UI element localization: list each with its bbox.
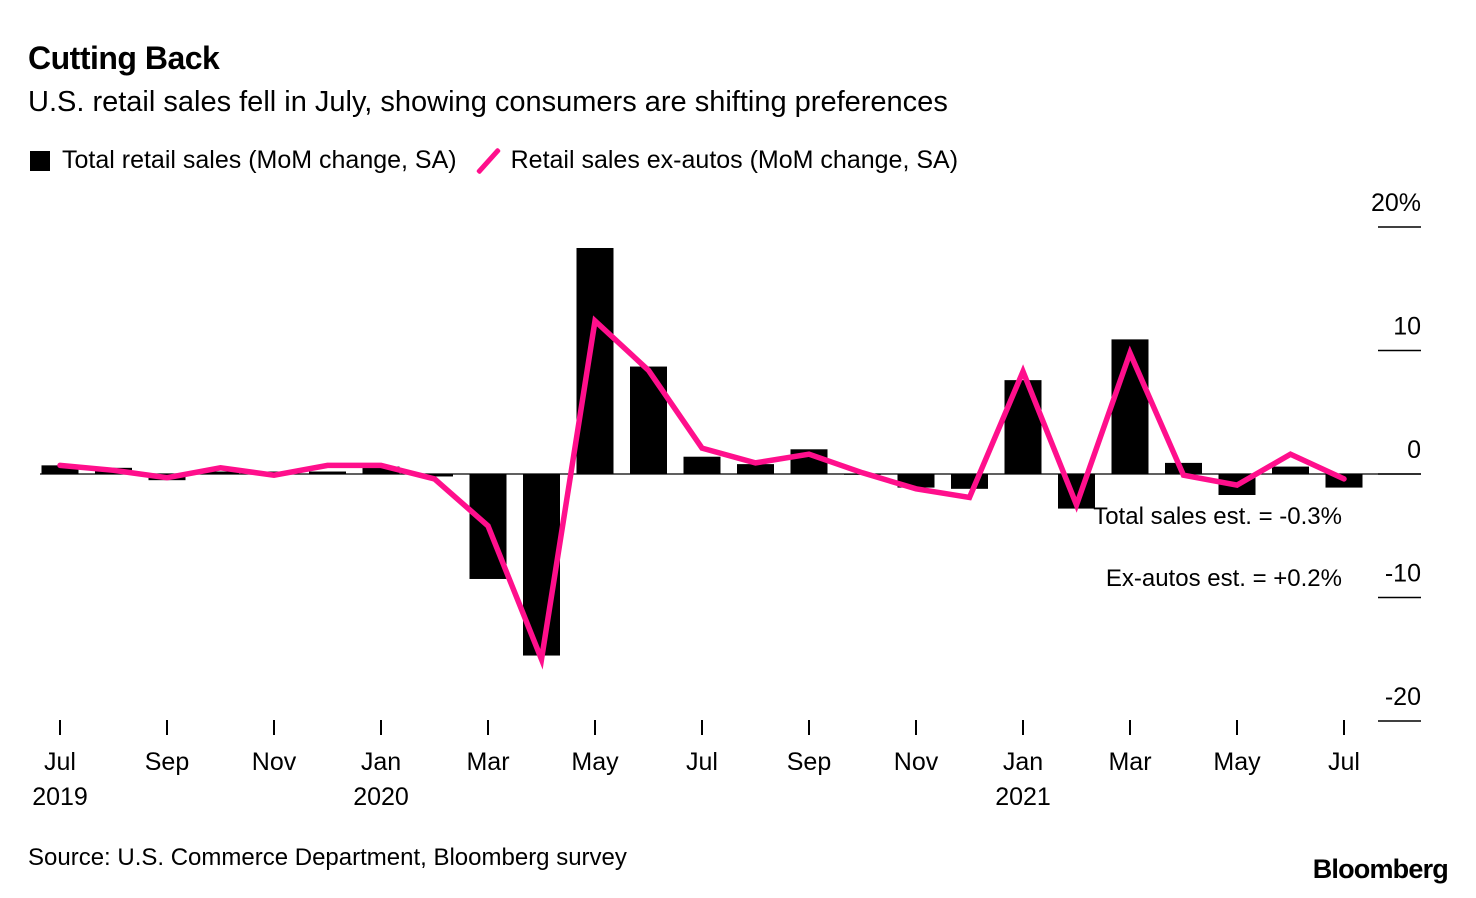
x-tick-label-12: Jul xyxy=(1328,748,1360,776)
x-tick-year-9: 2021 xyxy=(995,783,1051,811)
x-tick-label-2: Nov xyxy=(252,748,297,776)
bar-20 xyxy=(1111,339,1149,474)
annotation-ex-autos-est: Ex-autos est. = +0.2% xyxy=(1106,565,1342,592)
bar-13 xyxy=(737,464,774,474)
y-tick-label-4: -20 xyxy=(1385,683,1421,711)
bar-3 xyxy=(202,471,239,474)
chart-subtitle: U.S. retail sales fell in July, showing … xyxy=(28,86,948,118)
x-tick-label-4: Mar xyxy=(466,748,509,776)
x-tick-label-9: Jan xyxy=(1003,748,1043,776)
bar-11 xyxy=(630,366,667,474)
x-tick-label-10: Mar xyxy=(1108,748,1151,776)
bar-7 xyxy=(416,474,453,477)
x-tick-year-0: 2019 xyxy=(32,783,88,811)
x-tick-label-0: Jul xyxy=(44,748,76,776)
ex-autos-line xyxy=(57,315,1347,670)
bar-5 xyxy=(309,471,346,474)
bloomberg-logo: Bloomberg xyxy=(1312,854,1449,884)
bar-23 xyxy=(1272,466,1309,474)
x-tick-label-7: Sep xyxy=(787,748,831,776)
y-tick-label-3: -10 xyxy=(1385,560,1421,588)
bar-12 xyxy=(683,456,721,474)
bar-6 xyxy=(362,466,400,474)
y-tick-label-0: 20% xyxy=(1371,189,1421,217)
legend-label-ex-autos: Retail sales ex-autos (MoM change, SA) xyxy=(510,146,959,174)
annotation-total-est: Total sales est. = -0.3% xyxy=(1093,503,1342,530)
x-tick-label-8: Nov xyxy=(894,748,939,776)
legend: Total retail sales (MoM change, SA) Reta… xyxy=(30,146,958,175)
x-tick-label-11: May xyxy=(1213,748,1261,776)
x-tick-year-3: 2020 xyxy=(353,783,409,811)
bar-17 xyxy=(951,474,988,489)
source-note: Source: U.S. Commerce Department, Bloomb… xyxy=(28,844,627,871)
y-tick-label-1: 10 xyxy=(1393,313,1421,341)
x-tick-label-3: Jan xyxy=(361,748,401,776)
bar-10 xyxy=(576,247,614,474)
legend-label-total: Total retail sales (MoM change, SA) xyxy=(62,146,457,174)
bar-0 xyxy=(41,465,79,474)
x-tick-label-5: May xyxy=(571,748,619,776)
bar-18 xyxy=(1004,380,1042,474)
x-tick-label-1: Sep xyxy=(145,748,189,776)
x-tick-label-6: Jul xyxy=(686,748,718,776)
y-tick-label-2: 0 xyxy=(1407,436,1421,464)
legend-swatch-total xyxy=(30,150,50,171)
chart-title: Cutting Back xyxy=(28,40,220,76)
